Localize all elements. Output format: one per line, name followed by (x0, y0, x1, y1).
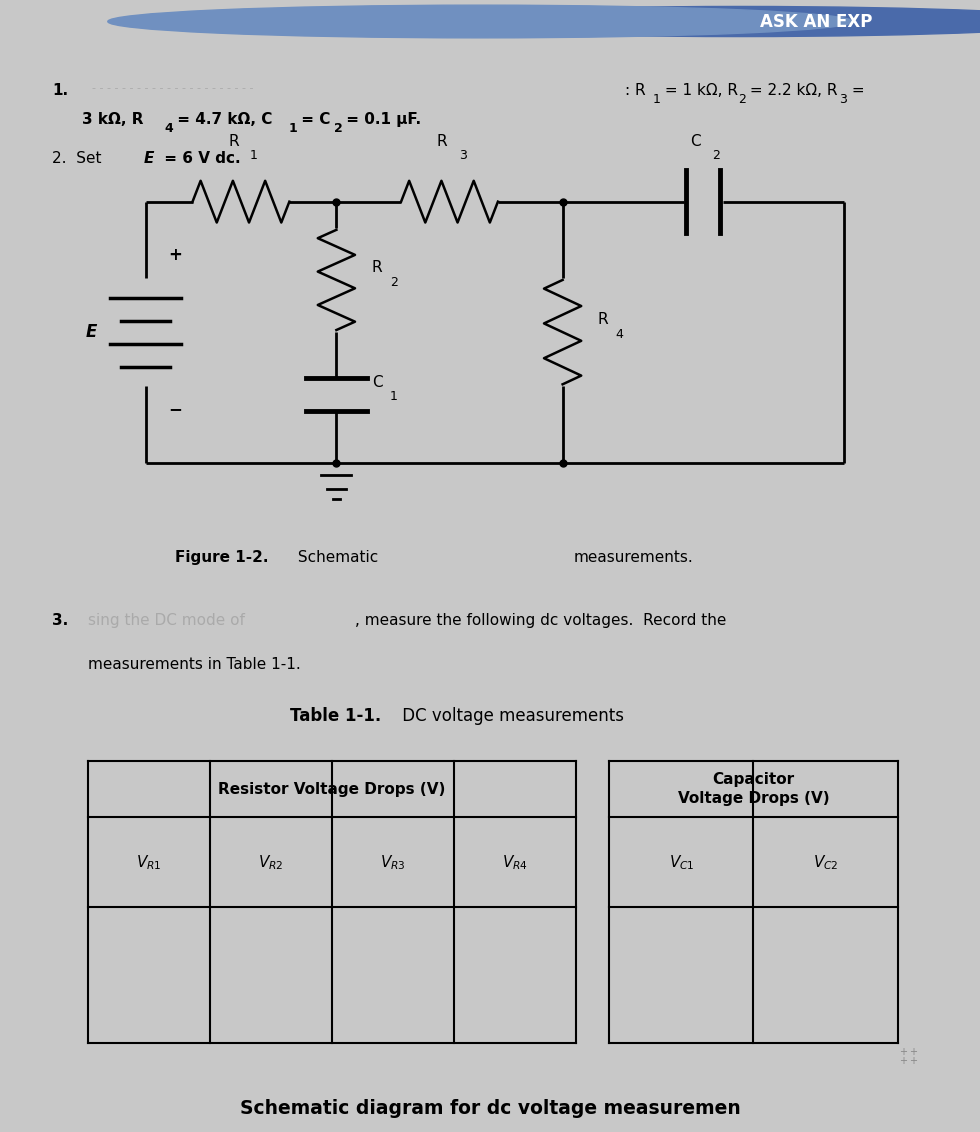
Text: $V_{R1}$: $V_{R1}$ (136, 854, 162, 872)
Text: = C: = C (296, 112, 330, 127)
Text: R: R (598, 312, 609, 327)
Text: $V_{R2}$: $V_{R2}$ (258, 854, 283, 872)
Text: = 4.7 kΩ, C: = 4.7 kΩ, C (172, 112, 272, 127)
Text: E: E (144, 151, 154, 165)
Text: $V_{R3}$: $V_{R3}$ (380, 854, 406, 872)
Text: ASK AN EXP: ASK AN EXP (760, 12, 872, 31)
Text: = 1 kΩ, R: = 1 kΩ, R (661, 83, 738, 97)
Text: $V_{R4}$: $V_{R4}$ (502, 854, 527, 872)
Text: , measure the following dc voltages.  Record the: , measure the following dc voltages. Rec… (355, 612, 726, 628)
Text: : R: : R (625, 83, 646, 97)
Text: = 0.1 μF.: = 0.1 μF. (341, 112, 421, 127)
Text: 1: 1 (389, 391, 397, 403)
Text: R: R (437, 135, 447, 149)
Text: Capacitor
Voltage Drops (V): Capacitor Voltage Drops (V) (677, 772, 829, 806)
Text: 4: 4 (164, 122, 172, 136)
Text: =: = (847, 83, 864, 97)
Text: measurements in Table 1-1.: measurements in Table 1-1. (88, 657, 301, 671)
Text: - - - - - - - - - - - - - - - - - - - - - -: - - - - - - - - - - - - - - - - - - - - … (91, 83, 253, 93)
Text: Resistor Voltage Drops (V): Resistor Voltage Drops (V) (218, 782, 446, 797)
Text: 3: 3 (459, 149, 466, 162)
Text: R: R (371, 260, 382, 275)
Text: $V_{C2}$: $V_{C2}$ (812, 854, 839, 872)
Text: C: C (371, 375, 382, 389)
Text: +: + (169, 246, 182, 264)
Text: $V_{C1}$: $V_{C1}$ (668, 854, 694, 872)
Text: DC voltage measurements: DC voltage measurements (397, 706, 624, 724)
Text: sing the DC mode of: sing the DC mode of (88, 612, 245, 628)
Text: 2.  Set: 2. Set (53, 151, 107, 165)
Text: measurements.: measurements. (574, 550, 694, 565)
Text: 3 kΩ, R: 3 kΩ, R (82, 112, 144, 127)
Text: −: − (169, 401, 182, 419)
Text: 1.: 1. (53, 83, 69, 97)
Text: Figure 1-2.: Figure 1-2. (175, 550, 269, 565)
Text: 2: 2 (712, 149, 720, 162)
Text: + +
+ +: + + + + (901, 1047, 918, 1066)
Text: Table 1-1.: Table 1-1. (290, 706, 381, 724)
Circle shape (108, 6, 853, 37)
Text: = 6 V dc.: = 6 V dc. (160, 151, 241, 165)
Text: 1: 1 (289, 122, 298, 136)
Text: Schematic diagram for dc voltage measuremen: Schematic diagram for dc voltage measure… (240, 1099, 740, 1117)
Text: 1: 1 (653, 93, 661, 106)
Text: 2: 2 (333, 122, 342, 136)
Text: 2: 2 (738, 93, 746, 106)
Text: = 2.2 kΩ, R: = 2.2 kΩ, R (745, 83, 838, 97)
Text: 3.: 3. (53, 612, 69, 628)
Text: Schematic: Schematic (293, 550, 378, 565)
Text: 3: 3 (839, 93, 847, 106)
Text: 4: 4 (615, 327, 623, 341)
Text: E: E (86, 323, 97, 341)
Text: 1: 1 (250, 149, 258, 162)
Circle shape (397, 7, 980, 36)
Text: 2: 2 (390, 275, 398, 289)
Text: R: R (228, 135, 239, 149)
Text: C: C (691, 135, 701, 149)
